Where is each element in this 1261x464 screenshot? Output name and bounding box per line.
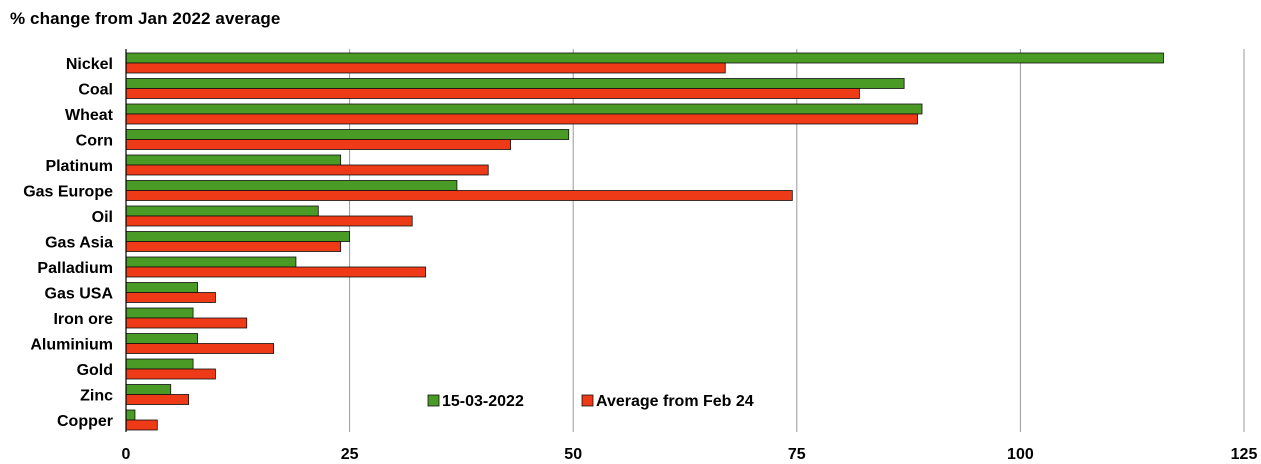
bar-series-2 [125, 266, 427, 278]
bar-series-1 [125, 307, 194, 319]
category-labels: Nickel Coal Wheat Corn Platinum Gas Europe Oil… [23, 56, 113, 430]
chart-title: % change from Jan 2022 average [10, 9, 281, 28]
bar-series-2 [125, 88, 860, 99]
category-label: Gas Asia [45, 235, 113, 252]
bar-series-1 [125, 409, 136, 421]
bar-series-1 [125, 52, 1164, 64]
bar-series-1 [125, 129, 570, 140]
legend-label-series-1: 15-03-2022 [442, 393, 524, 410]
legend: 15-03-2022 Average from Feb 24 [427, 393, 754, 410]
bar-series-1 [125, 231, 351, 242]
bar-series-2 [125, 368, 216, 380]
category-label: Nickel [66, 56, 113, 73]
category-label: Gas USA [45, 286, 114, 303]
bar-series-1 [125, 154, 342, 166]
bar-series-2 [125, 292, 216, 303]
category-label: Gas Europe [23, 184, 113, 201]
category-label: Wheat [65, 107, 114, 124]
x-tick-label: 75 [788, 446, 806, 463]
bar-series-1 [125, 256, 297, 268]
category-label: Zinc [80, 388, 113, 405]
bar-series-2 [125, 190, 793, 201]
bar-series-1 [125, 282, 198, 293]
legend-label-series-2: Average from Feb 24 [596, 393, 754, 410]
category-label: Oil [92, 209, 113, 226]
bar-series-1 [125, 333, 198, 344]
bars [125, 52, 1164, 431]
x-tick-label: 0 [122, 446, 131, 463]
category-label: Coal [78, 82, 113, 99]
bar-series-2 [125, 62, 726, 74]
tick-labels: 0 25 50 75 100 125 [122, 446, 1258, 463]
legend-swatch-series-2 [581, 394, 594, 407]
bar-series-2 [125, 241, 342, 252]
legend-swatch-series-1 [427, 394, 440, 407]
bar-series-2 [125, 317, 248, 329]
x-tick-label: 50 [564, 446, 582, 463]
x-tick-label: 100 [1007, 446, 1034, 463]
bar-series-2 [125, 215, 413, 227]
bar-series-1 [125, 205, 319, 217]
bar-series-2 [125, 164, 489, 176]
x-tick-label: 25 [341, 446, 359, 463]
bar-series-1 [125, 180, 458, 191]
bar-series-1 [125, 384, 172, 395]
category-label: Platinum [45, 158, 113, 175]
category-label: Iron ore [53, 311, 113, 328]
category-label: Gold [77, 362, 113, 379]
bar-series-1 [125, 103, 923, 115]
bar-series-2 [125, 394, 190, 405]
bar-series-2 [125, 113, 918, 125]
x-tick-label: 125 [1231, 446, 1258, 463]
bar-series-1 [125, 78, 905, 89]
bar-series-1 [125, 358, 194, 370]
category-label: Aluminium [30, 337, 113, 354]
category-label: Copper [57, 413, 113, 430]
bar-series-2 [125, 139, 511, 150]
category-label: Palladium [37, 260, 113, 277]
bar-series-2 [125, 343, 274, 354]
bar-series-2 [125, 419, 158, 431]
category-label: Corn [76, 133, 113, 150]
